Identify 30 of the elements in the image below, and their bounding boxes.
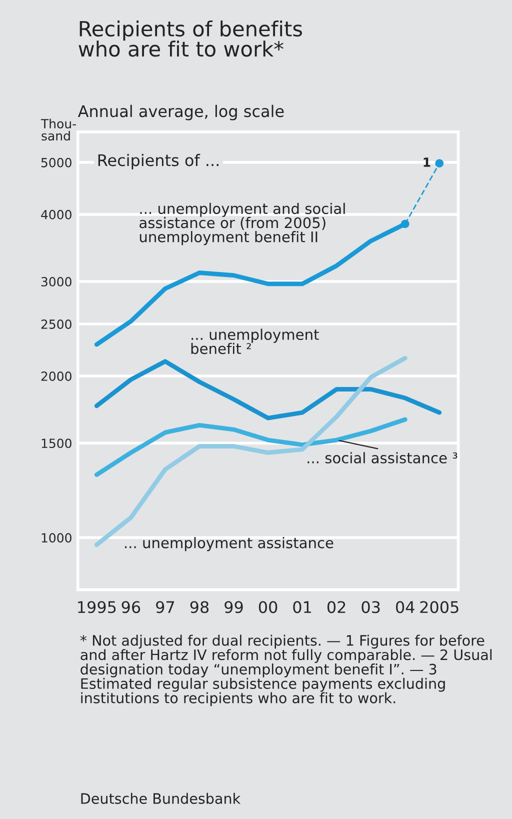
y-tick-label: 2500 <box>41 319 72 329</box>
x-tick-label: 97 <box>156 601 174 614</box>
x-tick-label: 00 <box>258 601 278 614</box>
x-tick-label: 1995 <box>78 601 116 614</box>
line-series <box>94 359 442 420</box>
series-label: ... social assistance ³ <box>308 452 458 464</box>
x-tick-label: 98 <box>190 601 209 614</box>
y-tick-label: 4000 <box>41 210 72 220</box>
y-tick-label: 1000 <box>42 533 72 543</box>
y-tick-label: 5000 <box>41 158 72 168</box>
text: * Not adjusted for dual recipients. — 1 Figures for before and after Hartz IV reform not fully comparable. — 2 Usual designation today “unemployment benefit I”. — 3 Estimated regular subsistence payments excluding institutions to recipients who are fit to work. <box>80 634 492 706</box>
x-tick-label: 96 <box>122 601 140 614</box>
series-label: ... unemployment and social assistance or (from 2005) unemployment benefit II <box>140 202 345 246</box>
chart-title: Recipients of benefits who are fit to work* <box>78 20 302 57</box>
chart-subtitle: Annual average, log scale <box>78 104 284 120</box>
y-tick-label: 1500 <box>42 438 72 448</box>
y-tick-label: 3000 <box>41 276 72 286</box>
x-tick-label: 2005 <box>420 601 458 614</box>
series-label: ... unemployment assistance <box>125 537 334 552</box>
x-tick-label: 03 <box>362 601 380 614</box>
y-axis-title: Thou- sand <box>40 118 76 141</box>
y-tick-label: 2000 <box>41 372 72 381</box>
series-label: ... unemployment benefit ² <box>191 328 319 354</box>
x-tick-label: 04 <box>396 601 414 614</box>
annotation: Recipients of ... <box>98 154 218 170</box>
text: Deutsche Bundesbank <box>81 792 241 804</box>
x-tick-label: 99 <box>224 601 243 614</box>
x-tick-label: 02 <box>327 601 346 614</box>
annotation: 1 <box>424 158 430 167</box>
x-tick-label: 01 <box>293 601 311 614</box>
